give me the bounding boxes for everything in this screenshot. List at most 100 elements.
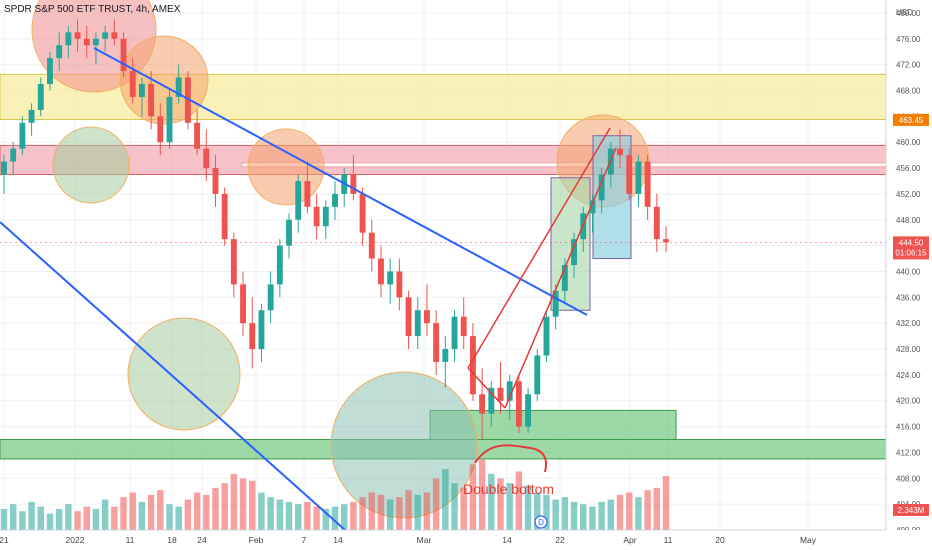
volume-bar [488, 473, 495, 530]
price-label-marker: 463.45 [899, 116, 924, 125]
candle-body [19, 122, 26, 149]
candle-body [194, 122, 201, 149]
y-tick-label: 472.00 [896, 61, 921, 70]
candle-body [479, 394, 486, 414]
currency-label: USD [896, 8, 913, 17]
volume-bar [19, 511, 26, 530]
candle-body [295, 180, 302, 220]
x-tick-label: 7 [302, 535, 307, 545]
candle-body [258, 310, 265, 350]
candle-body [286, 219, 292, 246]
y-tick-label: 420.00 [896, 397, 921, 406]
candle-body [166, 96, 173, 143]
volume-label: 2.343M [898, 506, 925, 515]
candle-body [267, 284, 274, 311]
x-tick-label: 11 [126, 535, 135, 545]
price-label-last: 444.50 [899, 238, 924, 247]
volume-bar [368, 492, 375, 530]
x-tick-label: 20 [715, 535, 725, 545]
x-tick-label: 14 [333, 535, 343, 545]
candle-body [405, 297, 412, 337]
volume-bar [432, 478, 440, 530]
x-tick-label: 21 [0, 535, 9, 545]
candle-body [561, 265, 568, 291]
volume-bar [239, 478, 247, 530]
price-label-countdown: 01:06:15 [895, 248, 927, 257]
volume-bar [616, 494, 624, 530]
candle-body [28, 109, 35, 123]
candle-body [469, 336, 476, 395]
channel-line-base [467, 367, 506, 409]
volume-bar [331, 506, 339, 530]
y-tick-label: 416.00 [896, 423, 921, 432]
time-axis [0, 530, 932, 550]
candle-body [424, 310, 430, 324]
volume-bar [28, 501, 35, 530]
candle-body [396, 271, 403, 298]
y-tick-label: 480.00 [896, 9, 921, 18]
volume-bar [589, 506, 596, 530]
double-bottom-circle [330, 371, 478, 519]
volume-bar [9, 504, 17, 530]
x-tick-label: Mar [417, 535, 432, 545]
volume-bar [561, 497, 569, 530]
volume-bar [138, 501, 146, 530]
volume-bar [405, 490, 412, 530]
price-label-last-bg [893, 236, 929, 260]
candle-body [74, 32, 81, 39]
volume-bar [442, 469, 449, 530]
y-tick-label: 460.00 [896, 138, 921, 147]
x-tick-label: May [800, 535, 817, 545]
event-marker [534, 515, 548, 529]
candle-body [47, 58, 53, 85]
candle-body [1, 161, 7, 175]
candle-body [184, 77, 191, 123]
volume-bar [304, 501, 311, 530]
trendline-upper [93, 47, 588, 316]
volume-bar [580, 504, 587, 530]
volume-bar [147, 494, 155, 530]
y-tick-label: 424.00 [896, 371, 921, 380]
y-tick-label: 436.00 [896, 293, 921, 302]
candle-body [488, 387, 495, 414]
candle-body [598, 174, 605, 201]
candle-body [175, 77, 182, 97]
volume-bar [322, 508, 330, 530]
y-tick-label: 452.00 [896, 190, 921, 199]
y-tick-label: 468.00 [896, 86, 921, 95]
volume-bar [386, 499, 394, 530]
candle-body [212, 168, 219, 194]
volume-bar [83, 506, 90, 530]
volume-bar [598, 501, 605, 530]
volume-bar [451, 483, 458, 530]
volume-bar [166, 504, 173, 530]
volume-bar [653, 487, 661, 530]
candle-body [10, 148, 17, 162]
annotation-double-bottom: Double bottom [463, 481, 554, 497]
double-bottom-arrow [474, 444, 548, 473]
candle-body [37, 84, 44, 110]
candle-body [414, 310, 421, 337]
support-circle [52, 126, 130, 204]
volume-bar [662, 476, 670, 530]
candle-body [387, 271, 394, 285]
candle-body [525, 394, 532, 427]
candle-body [65, 32, 72, 46]
volume-bar [359, 497, 366, 530]
candle-body [120, 38, 127, 72]
volume-bar [340, 504, 348, 530]
x-tick-label: Feb [249, 535, 264, 545]
volume-bar [55, 508, 63, 530]
candle-body [83, 38, 90, 46]
volume-bar [212, 487, 219, 530]
support-circle [127, 317, 241, 431]
candle-body [534, 355, 541, 395]
volume-bar [193, 492, 201, 530]
volume-bar [644, 490, 651, 530]
candle-body [451, 316, 458, 350]
price-axis [886, 0, 932, 550]
candle-body [433, 323, 440, 362]
candle-body [56, 45, 63, 59]
